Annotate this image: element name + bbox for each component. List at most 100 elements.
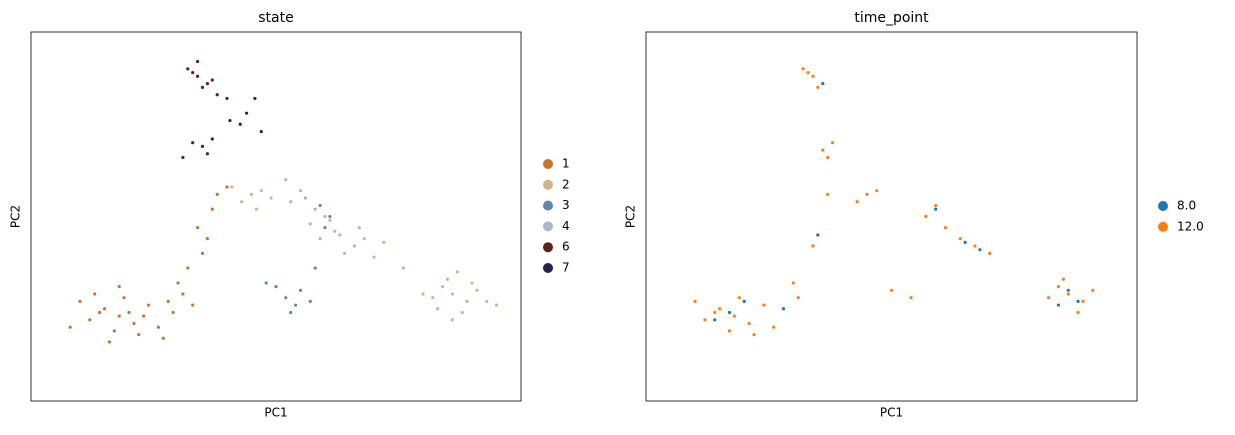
data-point [313, 266, 317, 270]
data-point [811, 244, 815, 248]
data-point [973, 244, 977, 248]
data-point [156, 325, 160, 329]
data-point [801, 67, 805, 71]
data-point [727, 329, 732, 333]
data-point [1076, 299, 1080, 303]
legend-marker [543, 221, 553, 232]
data-point [196, 59, 200, 64]
data-point [727, 310, 732, 315]
data-point [781, 307, 786, 311]
data-point [137, 332, 141, 337]
data-point [161, 336, 165, 340]
data-point [811, 74, 815, 78]
data-point [98, 310, 102, 315]
y-axis-label: PC2 [624, 205, 638, 228]
legend-marker [543, 263, 553, 273]
data-point [816, 233, 820, 237]
data-point [338, 233, 342, 237]
data-point [186, 67, 190, 71]
data-point [289, 310, 293, 315]
data-point [401, 266, 405, 270]
data-point [294, 303, 298, 307]
legend-marker [1158, 221, 1168, 232]
data-point [181, 292, 185, 296]
y-axis-label: PC2 [9, 205, 23, 228]
data-point [1047, 296, 1051, 300]
data-point [826, 155, 830, 160]
data-point [259, 130, 263, 134]
data-point [191, 70, 195, 75]
data-point [372, 255, 376, 259]
data-point [215, 192, 219, 196]
data-point [475, 288, 479, 292]
data-point [988, 251, 992, 255]
data-point [1056, 285, 1061, 289]
data-point [934, 203, 938, 208]
data-point [284, 178, 288, 182]
data-point [142, 314, 146, 318]
data-point [826, 192, 830, 196]
data-point [357, 225, 361, 230]
data-point [806, 70, 810, 75]
data-point [127, 310, 131, 315]
data-point [1091, 288, 1095, 292]
data-point [431, 296, 435, 300]
data-point [924, 214, 928, 219]
data-point [1081, 299, 1085, 303]
data-point [333, 229, 337, 233]
legend-label: 7 [562, 261, 570, 275]
data-point [934, 207, 938, 211]
data-point [171, 310, 175, 315]
legend-marker [543, 179, 553, 190]
data-point [210, 78, 214, 82]
data-point [328, 214, 332, 219]
data-point [230, 185, 234, 189]
data-point [855, 200, 859, 204]
data-point [1066, 288, 1070, 292]
data-point [196, 74, 200, 78]
data-point [978, 248, 982, 252]
data-point [240, 200, 244, 204]
plot-frame [645, 31, 1138, 402]
data-point [830, 141, 835, 145]
data-point [245, 111, 249, 115]
data-point [298, 189, 303, 193]
legend-marker [543, 159, 553, 169]
data-point [382, 240, 386, 244]
data-point [323, 214, 327, 219]
data-point [963, 240, 967, 244]
data-point [796, 296, 800, 300]
legend-label: 4 [562, 219, 570, 233]
data-point [303, 196, 307, 200]
data-point [147, 303, 151, 307]
legend-label: 3 [562, 198, 570, 212]
data-point [450, 318, 454, 322]
data-point [289, 200, 293, 204]
legend-marker [1158, 201, 1168, 211]
data-point [259, 189, 263, 193]
data-point [274, 285, 278, 289]
data-point [78, 299, 82, 303]
data-point [1061, 277, 1065, 281]
data-point [703, 318, 707, 322]
data-point [176, 281, 180, 285]
plot-frame [30, 31, 522, 402]
data-point [909, 296, 913, 300]
data-point [117, 285, 121, 289]
data-point [742, 299, 746, 303]
data-point [166, 299, 170, 303]
data-point [1076, 310, 1080, 315]
data-point [772, 325, 776, 329]
data-point [205, 237, 209, 241]
data-point [200, 144, 205, 148]
data-point [308, 222, 312, 226]
data-point [200, 85, 205, 89]
data-point [343, 251, 347, 255]
legend-label: 1 [562, 157, 570, 171]
data-point [88, 318, 92, 322]
data-point [225, 185, 229, 189]
data-point [791, 281, 795, 285]
data-point [298, 288, 303, 292]
data-point [737, 296, 741, 300]
panel-title: state [258, 10, 293, 26]
